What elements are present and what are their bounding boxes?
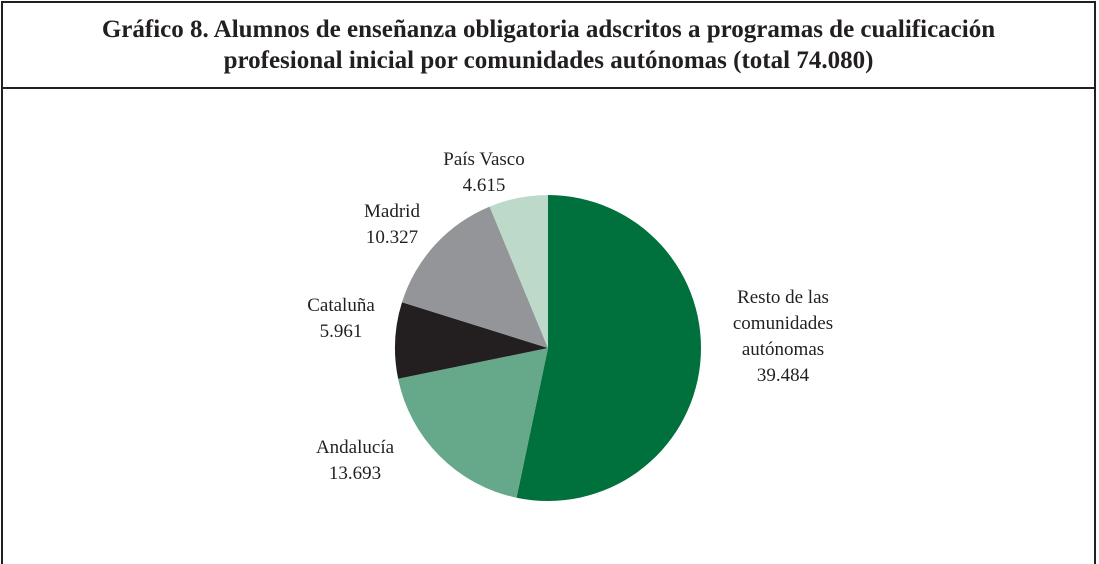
- slice-name: Andalucía: [315, 437, 395, 458]
- chart-title: Gráfico 8. Alumnos de enseñanza obligato…: [101, 16, 996, 74]
- slice-name: País Vasco: [443, 149, 525, 170]
- slice-name: Cataluña: [307, 295, 375, 316]
- slice-label: Madrid 10.327: [332, 199, 452, 251]
- slice-label: Resto de las comunidades autónomas 39.484: [703, 285, 863, 389]
- slice-value: 4.615: [462, 175, 506, 196]
- slice-label: País Vasco 4.615: [414, 147, 554, 199]
- pie-slice: [401, 206, 548, 348]
- slice-value: 13.693: [328, 463, 382, 484]
- pie-slice: [489, 195, 548, 348]
- slice-label: Cataluña 5.961: [281, 293, 401, 345]
- slice-name: Resto de las comunidades autónomas: [732, 287, 834, 360]
- slice-value: 39.484: [756, 365, 810, 386]
- pie-slice: [394, 302, 548, 379]
- slice-value: 10.327: [365, 227, 419, 248]
- slice-value: 5.961: [319, 321, 363, 342]
- title-box: Gráfico 8. Alumnos de enseñanza obligato…: [1, 1, 1096, 89]
- pie-slice: [398, 348, 548, 498]
- slice-label: Andalucía 13.693: [285, 435, 425, 487]
- pie-slice: [516, 195, 702, 502]
- slice-name: Madrid: [364, 201, 420, 222]
